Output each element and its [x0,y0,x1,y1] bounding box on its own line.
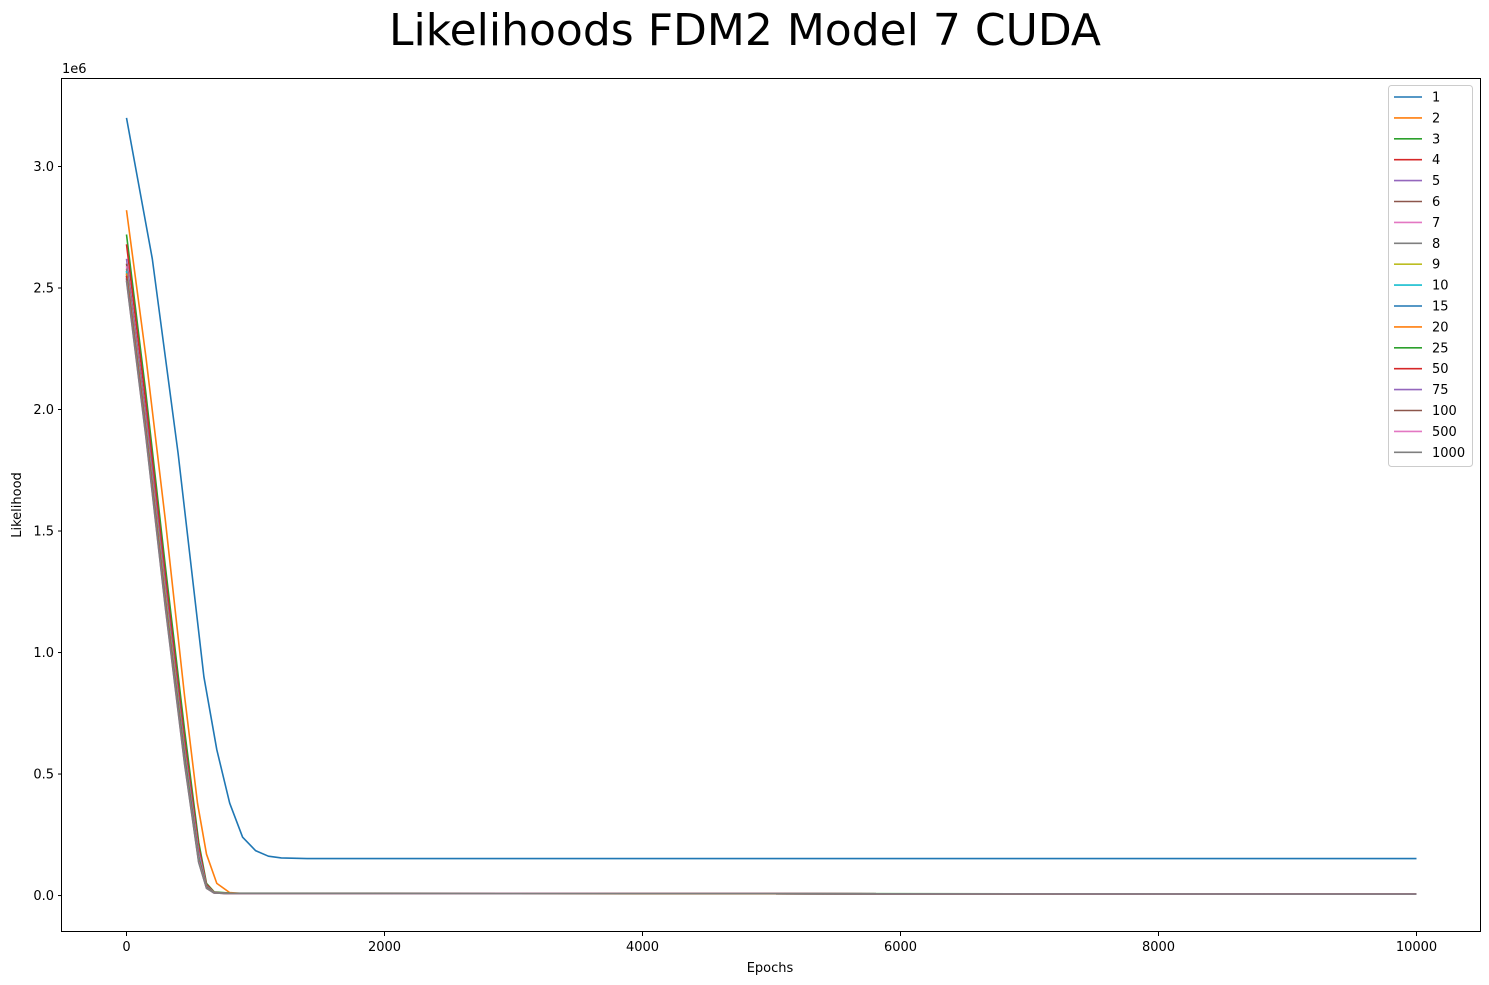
series-line-75 [125,278,1417,895]
legend-label-3: 3 [1432,132,1440,147]
x-tick-label: 4000 [626,940,659,955]
y-tick-label: 0.0 [33,889,54,904]
series-line-6 [125,263,1417,895]
series-line-10 [125,270,1417,895]
series-line-5 [125,258,1417,895]
series-line-8 [125,268,1417,895]
legend-label-500: 500 [1432,425,1457,440]
series-line-4 [125,244,1417,895]
legend-label-4: 4 [1432,153,1440,168]
y-axis-ticks: 0.0 0.5 1.0 1.5 2.0 2.5 3.0 [33,160,62,904]
y-tick-label: 1.0 [33,646,54,661]
legend-label-15: 15 [1432,300,1449,315]
legend-label-9: 9 [1432,258,1440,273]
series-line-15 [125,273,1417,895]
legend-label-2: 2 [1432,111,1440,126]
legend-label-1: 1 [1432,91,1440,106]
legend-box [1388,85,1473,467]
y-axis-label: Likelihood [10,472,25,538]
y-tick-label: 0.5 [33,768,54,783]
series-line-25 [125,275,1417,895]
x-tick-label: 0 [122,940,130,955]
plot-frame [61,78,1481,932]
legend-label-25: 25 [1432,341,1449,356]
x-axis-label: Epochs [747,961,794,976]
legend-label-20: 20 [1432,320,1449,335]
legend-label-8: 8 [1432,237,1440,252]
legend-label-7: 7 [1432,216,1440,231]
y-tick-label: 3.0 [33,160,54,175]
legend-label-5: 5 [1432,174,1440,189]
x-tick-label: 6000 [884,940,917,955]
legend: 1 2 3 4 5 6 7 8 9 10 15 20 25 50 75 100 500 1000 [1388,85,1473,467]
series-line-50 [125,275,1417,895]
series-line-7 [125,266,1417,895]
legend-label-50: 50 [1432,362,1449,377]
series-line-1000 [125,280,1417,895]
series-lines [125,117,1417,895]
x-tick-label: 10000 [1396,940,1437,955]
y-scale-offset-label: 1e6 [62,62,87,77]
legend-label-10: 10 [1432,279,1449,294]
x-tick-label: 2000 [368,940,401,955]
y-tick-label: 2.0 [33,403,54,418]
series-line-9 [125,270,1417,895]
series-line-20 [125,273,1417,895]
x-tick-label: 8000 [1142,940,1175,955]
legend-label-75: 75 [1432,383,1449,398]
y-tick-label: 2.5 [33,281,54,296]
y-tick-label: 1.5 [33,525,54,540]
chart-title: Likelihoods FDM2 Model 7 CUDA [389,5,1101,56]
legend-label-6: 6 [1432,195,1440,210]
series-line-1 [125,117,1417,860]
x-axis-ticks: 0 2000 4000 6000 8000 10000 [122,932,1437,955]
legend-label-100: 100 [1432,404,1457,419]
series-line-2 [125,210,1417,895]
series-line-500 [125,280,1417,895]
legend-label-1000: 1000 [1432,446,1465,461]
series-line-3 [125,234,1417,895]
series-line-100 [125,278,1417,895]
